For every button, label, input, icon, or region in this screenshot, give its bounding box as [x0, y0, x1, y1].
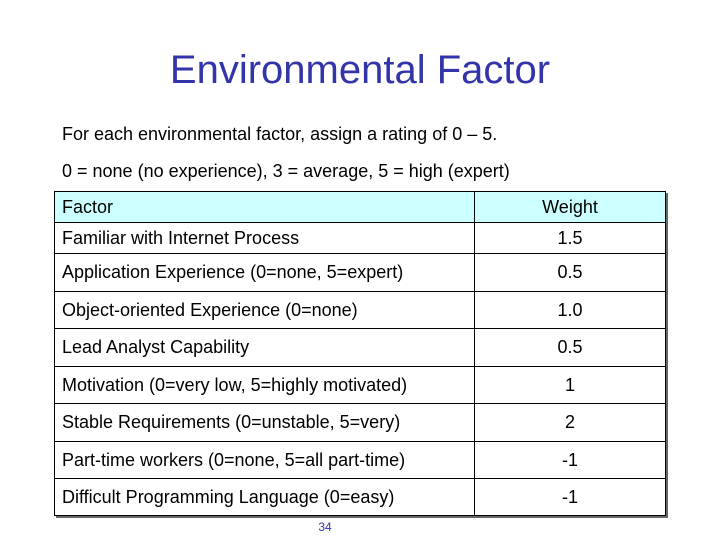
factor-cell: Familiar with Internet Process: [55, 223, 475, 253]
factor-cell: Lead Analyst Capability: [55, 329, 475, 366]
table-row: Stable Requirements (0=unstable, 5=very)…: [55, 404, 665, 442]
weight-cell: -1: [561, 486, 578, 507]
table-row: Difficult Programming Language (0=easy) …: [55, 479, 665, 515]
weight-cell: 1.0: [557, 299, 583, 320]
table-row: Familiar with Internet Process 1.5: [55, 223, 665, 254]
factor-cell: Application Experience (0=none, 5=expert…: [55, 254, 475, 291]
factor-cell: Motivation (0=very low, 5=highly motivat…: [55, 367, 475, 403]
factor-cell: Stable Requirements (0=unstable, 5=very): [55, 404, 475, 441]
weight-cell: 1.5: [557, 227, 583, 248]
instruction-line-1: For each environmental factor, assign a …: [62, 124, 498, 144]
weight-cell: -1: [561, 449, 578, 470]
weight-cell: 0.5: [557, 262, 583, 282]
table-row: Motivation (0=very low, 5=highly motivat…: [55, 367, 665, 404]
factor-cell: Object-oriented Experience (0=none): [55, 292, 475, 328]
table-row: Object-oriented Experience (0=none) 1.0: [55, 292, 665, 329]
weight-cell: 0.5: [557, 337, 583, 357]
weight-cell: 2: [564, 412, 575, 432]
header-factor: Factor: [55, 192, 475, 222]
table-row: Application Experience (0=none, 5=expert…: [55, 254, 665, 292]
slide-title: Environmental Factor: [169, 48, 551, 92]
table-row: Part-time workers (0=none, 5=all part-ti…: [55, 442, 665, 479]
factor-cell: Part-time workers (0=none, 5=all part-ti…: [55, 442, 475, 478]
weight-cell: 1: [564, 374, 575, 395]
factor-table: Factor Weight Familiar with Internet Pro…: [54, 191, 666, 516]
table-row: Lead Analyst Capability 0.5: [55, 329, 665, 367]
factor-cell: Difficult Programming Language (0=easy): [55, 479, 475, 515]
page-number: 34: [318, 520, 332, 534]
header-weight: Weight: [542, 196, 598, 217]
instruction-line-2: 0 = none (no experience), 3 = average, 5…: [62, 161, 510, 181]
table-header-row: Factor Weight: [55, 192, 665, 223]
